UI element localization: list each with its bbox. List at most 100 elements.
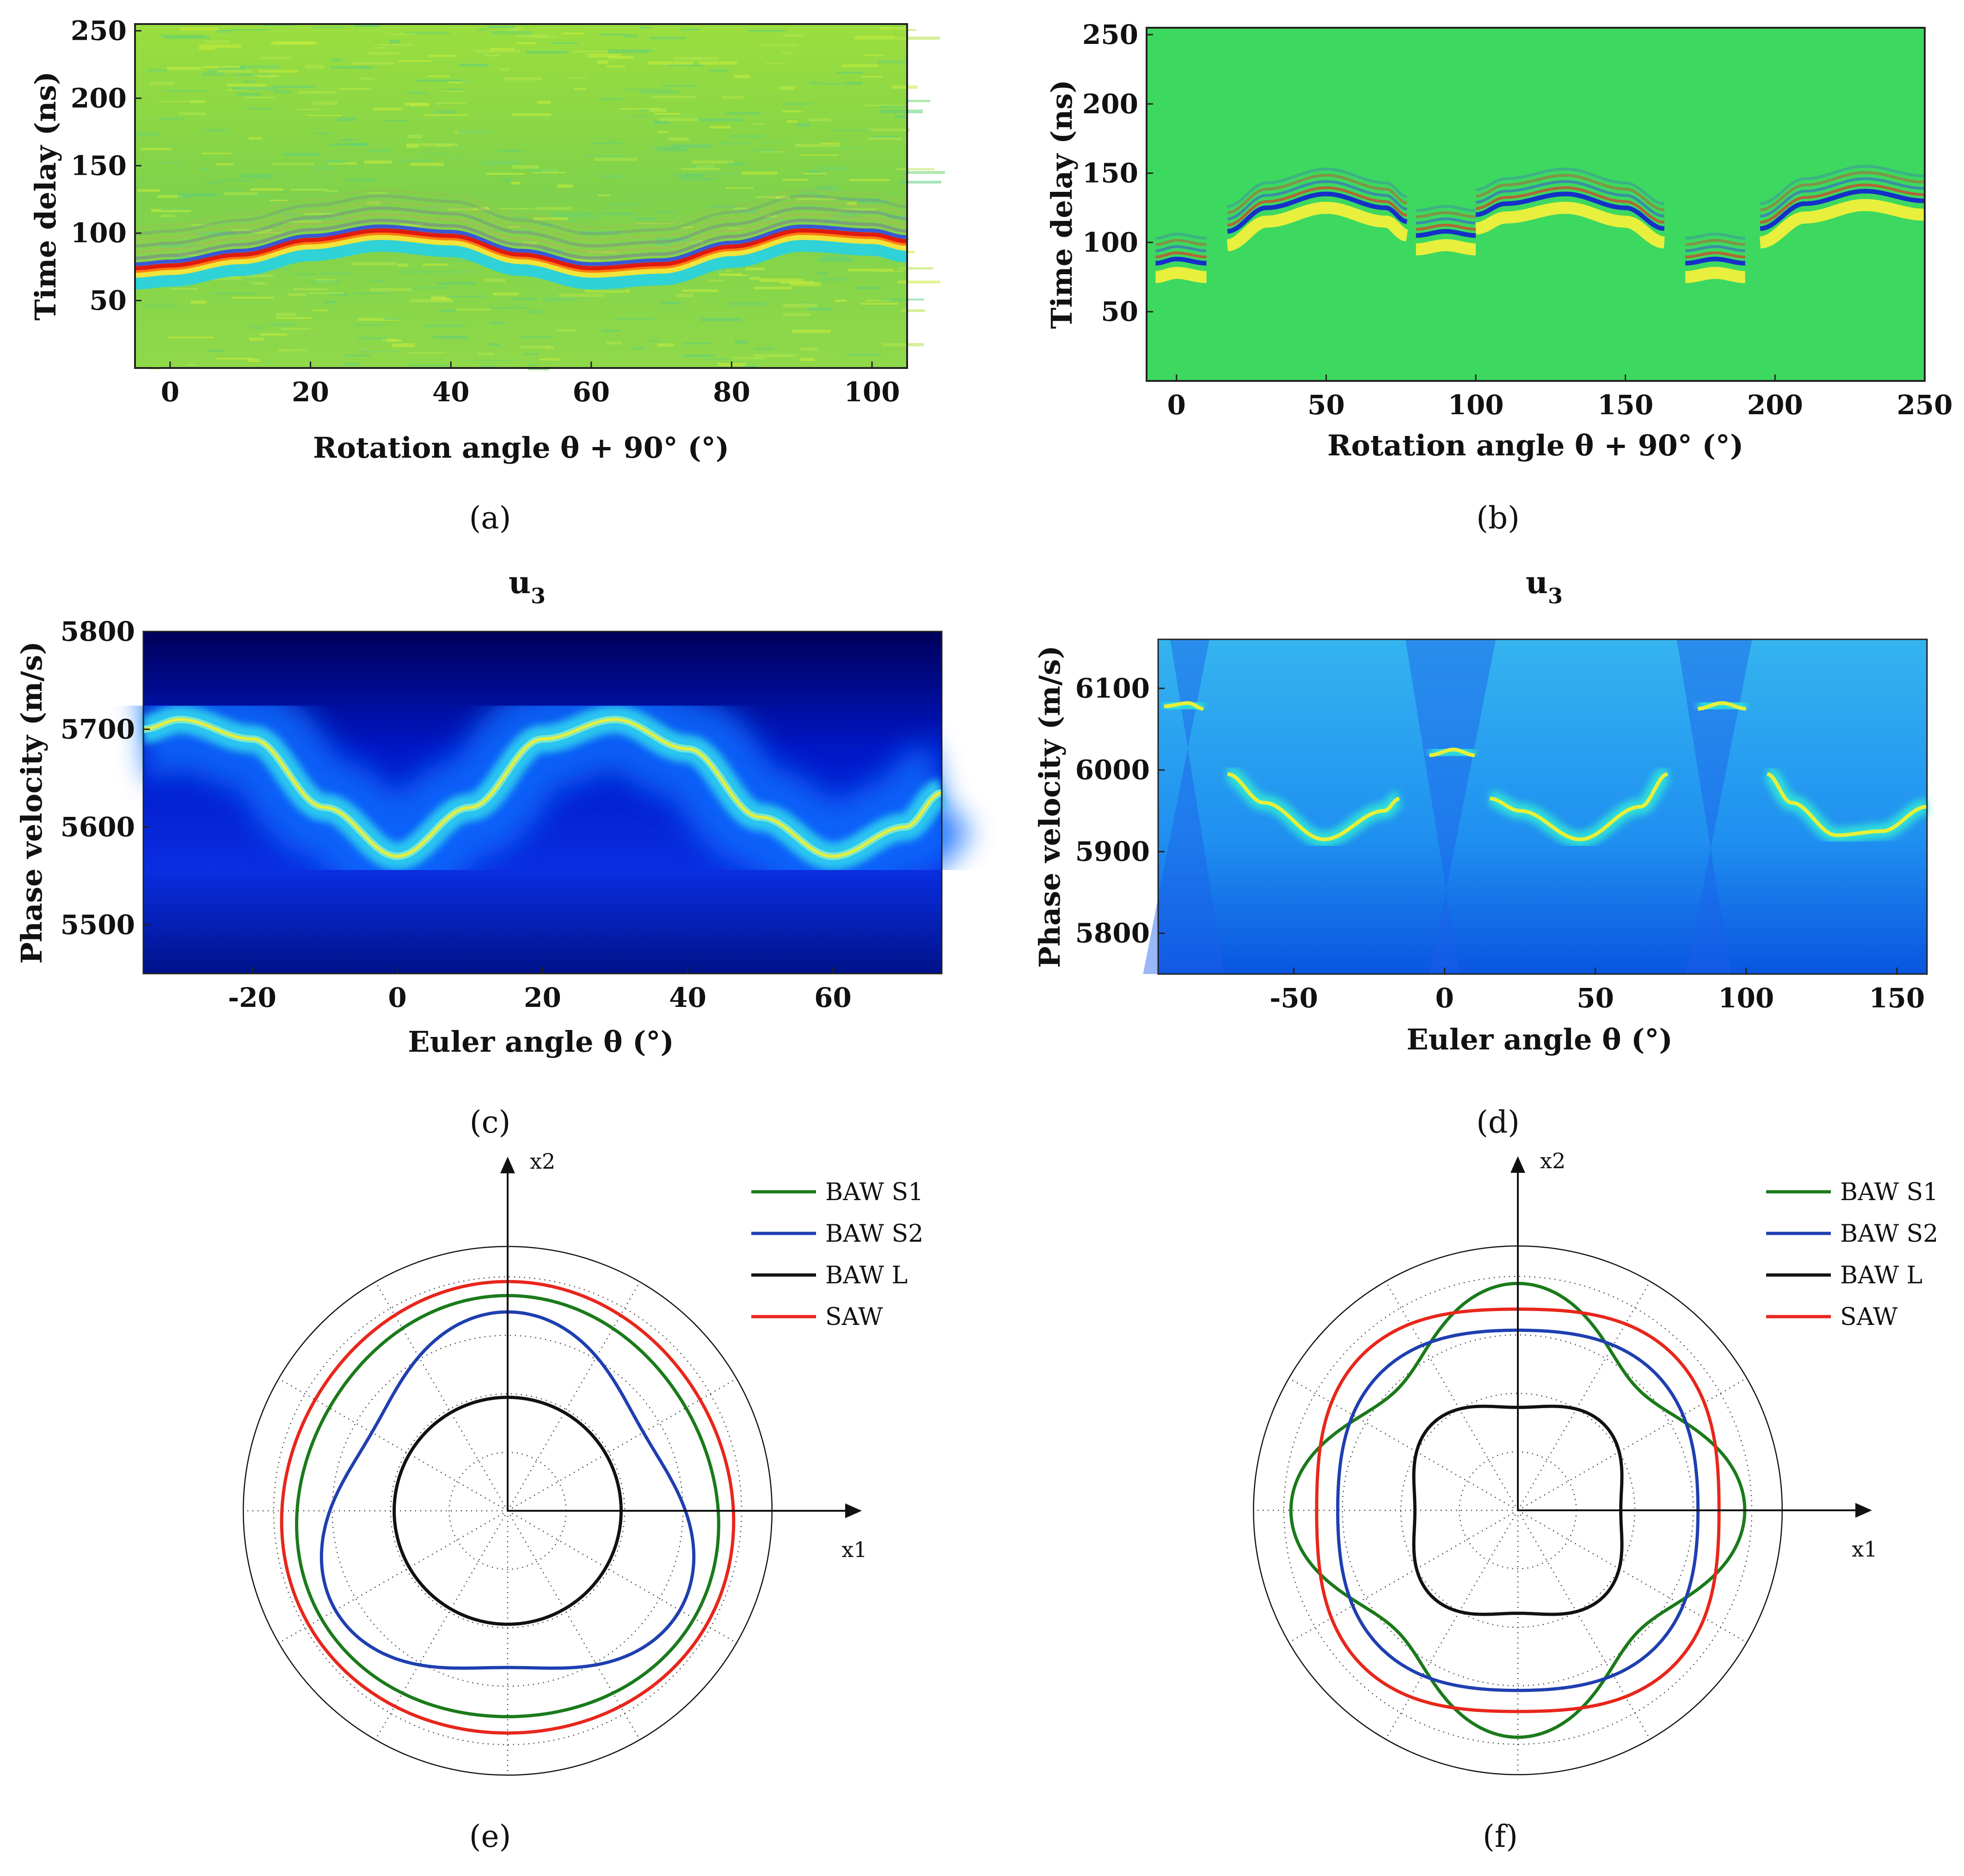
a-ridge-line (135, 224, 908, 266)
a-noise-speck (897, 281, 940, 283)
a-noise-speck (208, 277, 241, 280)
a-noise-speck (441, 91, 466, 92)
a-noise-speck (171, 286, 191, 287)
a-noise-speck (854, 36, 895, 39)
a-noise-speck (650, 37, 686, 39)
ylabel-a: Time delay (ns) (29, 71, 62, 320)
a-noise-speck (351, 62, 395, 65)
a-noise-speck (821, 277, 845, 281)
a-noise-speck (895, 115, 906, 118)
a-noise-speck (171, 288, 198, 290)
a-ridge-line (135, 236, 908, 290)
a-noise-speck (657, 343, 674, 347)
a-noise-speck (199, 48, 215, 50)
a-noise-speck (204, 182, 220, 184)
a-noise-speck (499, 208, 533, 209)
a-noise-speck (734, 210, 756, 213)
a-noise-speck (367, 201, 380, 205)
a-noise-speck (447, 81, 473, 83)
a-noise-speck (151, 209, 191, 212)
a-noise-speck (401, 223, 423, 227)
a-noise-speck (146, 69, 167, 72)
a-noise-speck (437, 282, 476, 285)
a-noise-speck (906, 100, 930, 102)
a-noise-speck (607, 203, 642, 206)
b-xtick-label: 50 (1307, 389, 1345, 421)
b-ytick-label: 250 (1082, 19, 1138, 50)
a-noise-speck (733, 357, 765, 359)
a-noise-speck (867, 137, 902, 140)
a-noise-speck (410, 163, 444, 166)
a-noise-speck (652, 146, 681, 149)
a-noise-speck (658, 131, 669, 133)
a-noise-speck (657, 211, 675, 213)
a-noise-speck (288, 293, 306, 296)
a-noise-speck (648, 61, 693, 65)
a-noise-speck (428, 271, 473, 273)
c-xtick-label: 60 (814, 982, 852, 1013)
a-noise-speck (448, 208, 490, 210)
a-noise-speck (315, 133, 329, 134)
caption-b: (b) (1476, 500, 1520, 536)
b-echo-band (1475, 186, 1665, 224)
a-noise-speck (279, 349, 307, 351)
a-noise-speck (246, 97, 274, 98)
b-yellow-band (1760, 199, 1925, 249)
a-noise-speck (832, 129, 871, 131)
a-noise-speck (799, 301, 811, 303)
a-noise-speck (159, 35, 203, 37)
a-noise-speck (456, 308, 491, 311)
d-wedge-region (1405, 639, 1496, 974)
a-noise-speck (323, 301, 338, 303)
b-xtick-label: 150 (1597, 389, 1653, 421)
a-noise-speck (863, 55, 885, 56)
a-noise-speck (144, 305, 177, 307)
a-noise-speck (161, 215, 175, 217)
a-noise-speck (880, 105, 908, 108)
caption-e: (e) (469, 1819, 511, 1854)
polar-series-baw-s2 (319, 1310, 696, 1670)
a-noise-speck (383, 120, 408, 122)
a-noise-speck (534, 217, 568, 220)
a-noise-speck (186, 364, 196, 366)
a-noise-speck (270, 200, 288, 201)
a-noise-speck (406, 352, 446, 354)
a-noise-speck (680, 178, 716, 180)
a-noise-speck (655, 243, 671, 245)
a-noise-speck (207, 350, 225, 352)
d-mode-curve (1164, 701, 1203, 711)
a-noise-speck (636, 217, 656, 220)
a-noise-speck (417, 80, 462, 82)
a-noise-speck (661, 301, 681, 304)
a-noise-speck (654, 121, 669, 124)
a-noise-speck (835, 300, 847, 302)
a-noise-speck (836, 148, 859, 149)
a-noise-speck (783, 103, 812, 105)
legend-label: BAW S2 (825, 1220, 923, 1248)
a-echo-band (135, 194, 908, 236)
a-noise-speck (759, 151, 786, 153)
heatmap-layer-b (1155, 165, 1925, 283)
a-noise-speck (628, 116, 651, 117)
panel-b-time-delay-map: 0 50 100 150 200 250 50 100 150 200 250 Rotation a… (1045, 19, 1953, 536)
a-noise-speck (797, 123, 810, 127)
a-noise-speck (405, 32, 450, 34)
a-noise-speck (539, 358, 559, 360)
a-noise-speck (595, 158, 637, 161)
a-noise-speck (654, 113, 680, 115)
a-noise-speck (900, 181, 941, 184)
b-echo-band (1685, 233, 1745, 240)
a-noise-speck (602, 330, 620, 332)
a-noise-speck (371, 280, 386, 282)
b-ytick-label: 100 (1082, 227, 1138, 258)
a-noise-speck (665, 240, 700, 243)
ticks-b: 0 50 100 150 200 250 50 100 150 200 250 (1082, 19, 1953, 421)
polar-series-baw-s1 (1289, 1281, 1747, 1739)
a-noise-speck (440, 310, 456, 312)
a-noise-speck (499, 68, 509, 71)
a-noise-speck (520, 336, 554, 338)
a-noise-speck (360, 78, 374, 80)
b-echo-band (1227, 174, 1407, 214)
a-noise-speck (513, 298, 538, 300)
